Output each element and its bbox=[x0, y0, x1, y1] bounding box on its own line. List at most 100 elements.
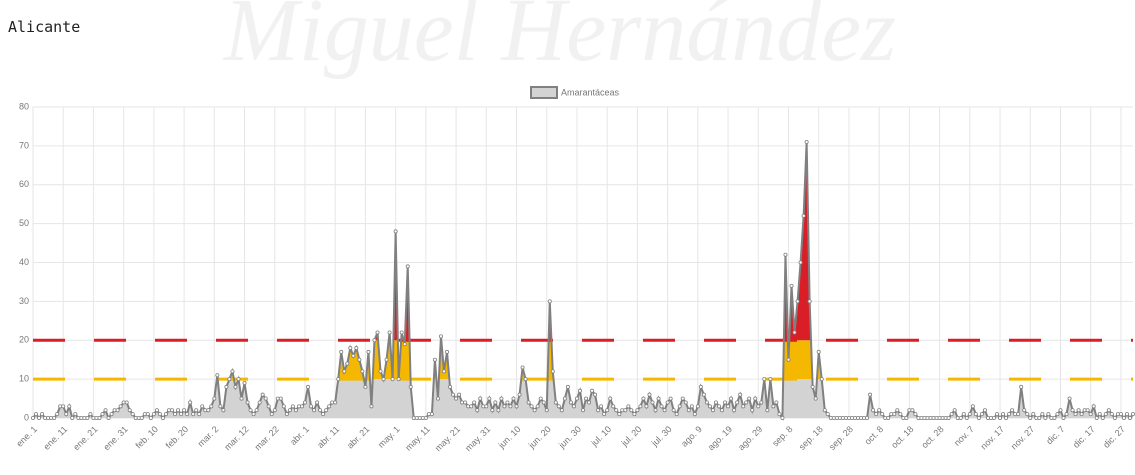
x-tick-label: may. 31 bbox=[463, 424, 492, 453]
point bbox=[493, 400, 498, 405]
point bbox=[448, 384, 453, 389]
point bbox=[1004, 415, 1009, 420]
x-tick-label: ago. 19 bbox=[706, 424, 734, 452]
point bbox=[998, 415, 1003, 420]
point bbox=[157, 412, 162, 417]
point bbox=[1019, 384, 1024, 389]
y-tick-label: 20 bbox=[19, 335, 29, 345]
point bbox=[991, 415, 996, 420]
x-tick-label: ene. 1 bbox=[14, 424, 39, 449]
x-tick-label: ago. 9 bbox=[679, 424, 704, 449]
point bbox=[689, 404, 694, 409]
point bbox=[487, 396, 492, 401]
point bbox=[726, 404, 731, 409]
point bbox=[584, 396, 589, 401]
point bbox=[562, 396, 567, 401]
point bbox=[266, 404, 271, 409]
y-tick-label: 50 bbox=[19, 218, 29, 228]
point bbox=[1037, 415, 1042, 420]
area-band bbox=[374, 141, 812, 341]
point bbox=[348, 346, 353, 351]
y-tick-label: 10 bbox=[19, 374, 29, 384]
point bbox=[339, 349, 344, 354]
point bbox=[1100, 415, 1105, 420]
point bbox=[626, 404, 631, 409]
point bbox=[756, 404, 761, 409]
point bbox=[124, 400, 129, 405]
point bbox=[565, 384, 570, 389]
point bbox=[683, 400, 688, 405]
point bbox=[701, 392, 706, 397]
x-tick-label: jul. 20 bbox=[619, 424, 644, 449]
point bbox=[532, 408, 537, 413]
point bbox=[475, 408, 480, 413]
point bbox=[1067, 396, 1072, 401]
point bbox=[408, 384, 413, 389]
point bbox=[508, 404, 513, 409]
point bbox=[1016, 412, 1021, 417]
point bbox=[469, 404, 474, 409]
point bbox=[871, 408, 876, 413]
point bbox=[1070, 408, 1075, 413]
point bbox=[454, 396, 459, 401]
point bbox=[1061, 415, 1066, 420]
point bbox=[1124, 412, 1129, 417]
point bbox=[895, 408, 900, 413]
x-tick-label: may. 1 bbox=[376, 424, 402, 450]
point bbox=[605, 408, 610, 413]
point bbox=[148, 415, 153, 420]
point bbox=[723, 400, 728, 405]
point bbox=[819, 377, 824, 382]
point bbox=[910, 408, 915, 413]
point bbox=[284, 412, 289, 417]
point bbox=[115, 408, 120, 413]
point bbox=[170, 408, 175, 413]
point bbox=[874, 412, 879, 417]
point bbox=[88, 412, 93, 417]
point bbox=[272, 408, 277, 413]
point bbox=[1073, 412, 1078, 417]
point bbox=[795, 299, 800, 304]
point bbox=[967, 412, 972, 417]
point bbox=[37, 415, 42, 420]
point bbox=[236, 377, 241, 382]
point bbox=[632, 412, 637, 417]
y-tick-label: 60 bbox=[19, 179, 29, 189]
point bbox=[372, 338, 377, 343]
point bbox=[759, 400, 764, 405]
point bbox=[798, 260, 803, 265]
point bbox=[523, 377, 528, 382]
point bbox=[402, 342, 407, 347]
point bbox=[804, 139, 809, 144]
point bbox=[1094, 415, 1099, 420]
x-tick-label: ene. 31 bbox=[101, 424, 129, 452]
point bbox=[753, 396, 758, 401]
point bbox=[1131, 412, 1135, 417]
point bbox=[1088, 412, 1093, 417]
point bbox=[577, 388, 582, 393]
point bbox=[1103, 412, 1108, 417]
point bbox=[1028, 415, 1033, 420]
point bbox=[381, 377, 386, 382]
point bbox=[212, 396, 217, 401]
point bbox=[218, 404, 223, 409]
point bbox=[1010, 408, 1015, 413]
point bbox=[1127, 415, 1132, 420]
point bbox=[868, 392, 873, 397]
x-tick-label: nov. 27 bbox=[1009, 424, 1036, 451]
point bbox=[484, 404, 489, 409]
point bbox=[1079, 412, 1084, 417]
x-tick-label: mar. 2 bbox=[196, 424, 221, 449]
point bbox=[375, 330, 380, 335]
point bbox=[1106, 408, 1111, 413]
point bbox=[151, 412, 156, 417]
point bbox=[617, 412, 622, 417]
point bbox=[732, 408, 737, 413]
x-tick-label: feb. 10 bbox=[133, 424, 160, 451]
point bbox=[801, 213, 806, 218]
point bbox=[130, 412, 135, 417]
point bbox=[813, 396, 818, 401]
point bbox=[70, 415, 75, 420]
point bbox=[898, 412, 903, 417]
point bbox=[1001, 412, 1006, 417]
